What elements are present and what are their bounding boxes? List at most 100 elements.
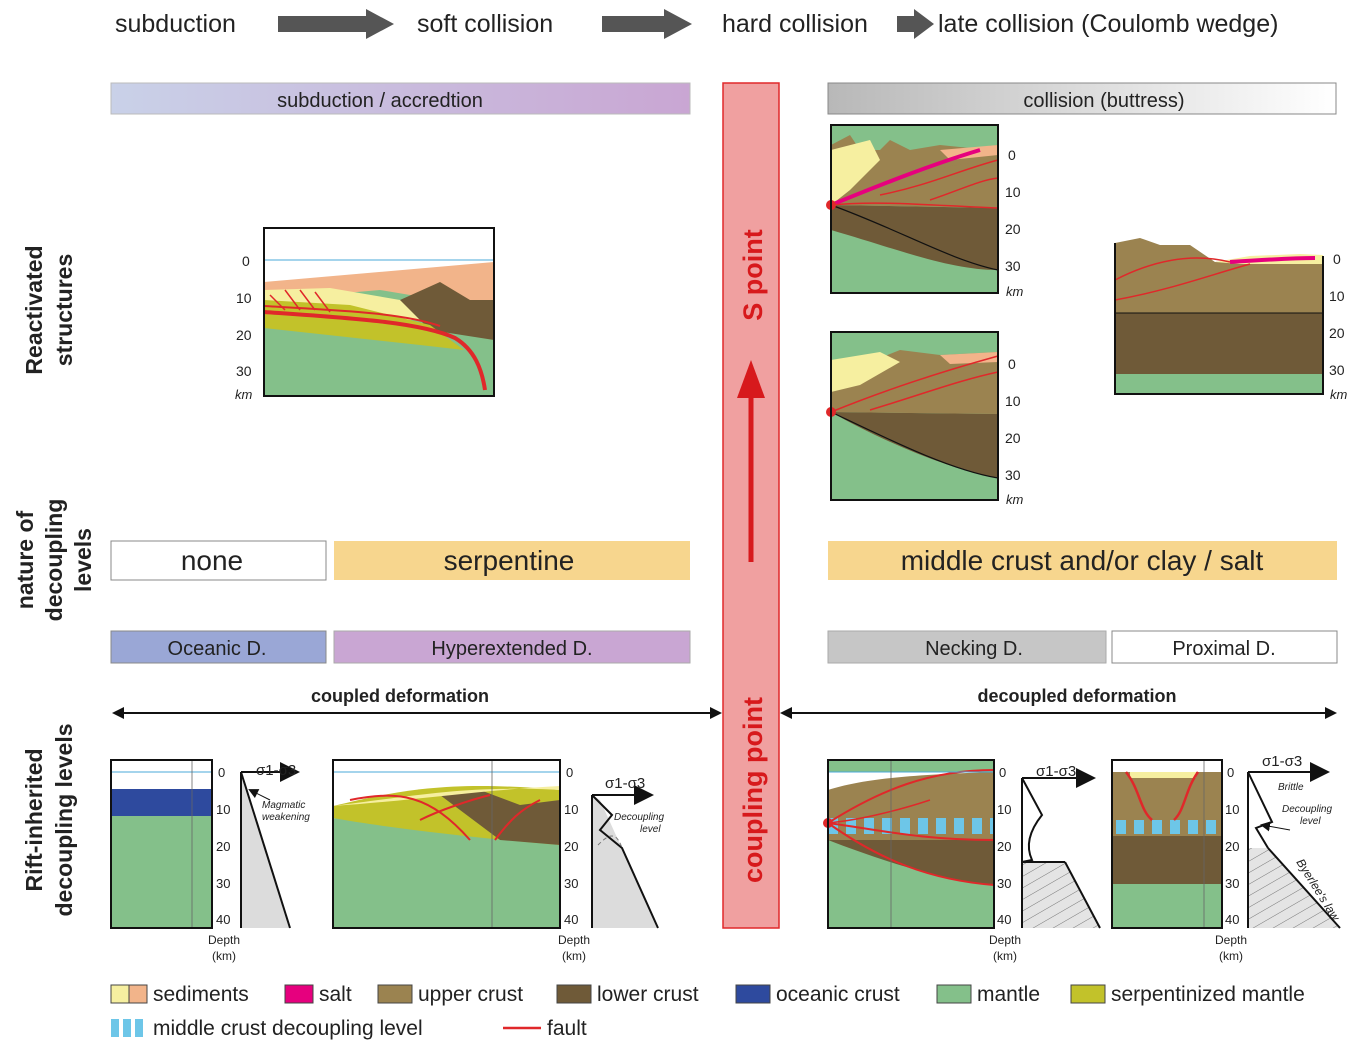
axis-oceanic: 0 10 20 30 40 Depth (km) σ1-σ3 Magmatic … xyxy=(208,762,310,963)
coupled-deformation-label: coupled deformation xyxy=(311,686,489,706)
middle-crust-bar xyxy=(828,541,1337,580)
svg-text:(km): (km) xyxy=(1219,949,1243,963)
svg-text:30: 30 xyxy=(216,876,230,891)
s-point-label: S point xyxy=(738,229,768,320)
stage-hard-collision: hard collision xyxy=(722,10,868,38)
svg-text:20: 20 xyxy=(1005,430,1021,446)
row-label-nature-3: levels xyxy=(70,528,96,592)
proximal-domain-label: Proximal D. xyxy=(1172,638,1275,660)
row-label-nature-2: decoupling xyxy=(41,499,67,622)
legend-swatch-sediments-2 xyxy=(128,984,148,1004)
arrowhead-icon xyxy=(780,707,792,719)
svg-text:40: 40 xyxy=(1225,912,1239,927)
oceanic-domain-bar xyxy=(110,630,327,664)
svg-text:σ1-σ3: σ1-σ3 xyxy=(1262,753,1302,770)
coupling-point-label: coupling point xyxy=(738,697,768,883)
svg-text:km: km xyxy=(1006,284,1024,299)
svg-text:Brittle: Brittle xyxy=(1278,782,1304,793)
necking-domain-label: Necking D. xyxy=(925,638,1023,660)
legend-swatch-salt xyxy=(284,984,314,1004)
svg-text:20: 20 xyxy=(564,839,578,854)
axis-late-collision: 0 10 20 30 km xyxy=(1329,251,1348,402)
svg-text:weakening: weakening xyxy=(262,812,310,823)
svg-text:Decoupling: Decoupling xyxy=(1282,804,1332,815)
svg-text:0: 0 xyxy=(242,253,250,269)
serpentine-bar xyxy=(334,541,690,580)
svg-text:40: 40 xyxy=(997,912,1011,927)
arrow-icon xyxy=(897,9,934,39)
legend: sediments salt upper crust lower crust o… xyxy=(110,983,1305,1040)
row-label-reactivated-2: structures xyxy=(51,254,77,366)
none-bar xyxy=(110,540,327,581)
s-point-arrowhead-icon xyxy=(737,360,765,398)
arrowhead-icon xyxy=(112,707,124,719)
panel-collision-2 xyxy=(826,331,999,501)
svg-text:30: 30 xyxy=(1005,467,1021,483)
arrow-icon xyxy=(278,9,394,39)
svg-text:σ1-σ3: σ1-σ3 xyxy=(605,775,645,792)
svg-text:10: 10 xyxy=(997,802,1011,817)
svg-text:10: 10 xyxy=(1329,288,1345,304)
panel-proximal-column xyxy=(1111,759,1341,929)
collision-bar-label: collision (buttress) xyxy=(1023,90,1184,112)
subduction-bar-label: subduction / accredtion xyxy=(277,90,483,112)
svg-text:10: 10 xyxy=(1225,802,1239,817)
svg-text:30: 30 xyxy=(997,876,1011,891)
svg-text:20: 20 xyxy=(216,839,230,854)
panel-hyperextended-column xyxy=(332,759,659,929)
svg-text:(km): (km) xyxy=(562,949,586,963)
svg-text:Magmatic: Magmatic xyxy=(262,800,305,811)
svg-text:0: 0 xyxy=(999,765,1006,780)
svg-text:level: level xyxy=(1300,816,1321,827)
svg-text:30: 30 xyxy=(1329,362,1345,378)
legend-swatch-middle-crust xyxy=(111,1019,119,1037)
collision-bar xyxy=(827,82,1337,115)
panel-collision-1 xyxy=(826,124,999,294)
svg-text:0: 0 xyxy=(566,765,573,780)
arrow-icon xyxy=(602,9,692,39)
axis-proximal: 0 10 20 30 40 Depth (km) σ1-σ3 Brittle D… xyxy=(1215,753,1343,963)
svg-text:10: 10 xyxy=(236,290,252,306)
legend-swatch-serpentinized xyxy=(1070,984,1106,1004)
axis-hyperextended: 0 10 20 30 40 Depth (km) σ1-σ3 Decouplin… xyxy=(558,765,664,963)
svg-text:30: 30 xyxy=(1005,258,1021,274)
svg-text:20: 20 xyxy=(1005,221,1021,237)
svg-text:Depth: Depth xyxy=(1215,933,1247,947)
arrowhead-icon xyxy=(710,707,722,719)
svg-text:10: 10 xyxy=(1005,393,1021,409)
panel-necking-column xyxy=(823,759,1101,929)
svg-text:Depth: Depth xyxy=(989,933,1021,947)
legend-middle-crust-level: middle crust decoupling level xyxy=(153,1017,423,1040)
none-bar-label: none xyxy=(181,545,243,576)
row-label-rift-2: decoupling levels xyxy=(51,724,77,917)
legend-lower-crust: lower crust xyxy=(597,983,699,1006)
legend-mantle: mantle xyxy=(977,983,1040,1006)
svg-text:Depth: Depth xyxy=(558,933,590,947)
legend-fault: fault xyxy=(547,1017,587,1040)
panel-late-collision xyxy=(1114,238,1324,395)
svg-text:(km): (km) xyxy=(993,949,1017,963)
svg-text:km: km xyxy=(1006,492,1024,507)
svg-text:km: km xyxy=(235,387,253,402)
hyperextended-domain-label: Hyperextended D. xyxy=(431,638,592,660)
svg-text:30: 30 xyxy=(564,876,578,891)
svg-text:10: 10 xyxy=(564,802,578,817)
svg-text:20: 20 xyxy=(997,839,1011,854)
oceanic-domain-label: Oceanic D. xyxy=(168,638,267,660)
svg-text:0: 0 xyxy=(1008,356,1016,372)
subduction-bar xyxy=(110,82,691,115)
legend-swatch-lower-crust xyxy=(556,984,592,1004)
svg-text:σ1-σ3: σ1-σ3 xyxy=(1036,763,1076,780)
stage-late-collision: late collision (Coulomb wedge) xyxy=(938,10,1278,38)
hyperextended-domain-bar xyxy=(333,630,691,664)
legend-oceanic-crust: oceanic crust xyxy=(776,983,900,1006)
svg-text:20: 20 xyxy=(236,327,252,343)
axis-necking: 0 10 20 30 40 Depth (km) σ1-σ3 xyxy=(989,763,1076,963)
svg-text:30: 30 xyxy=(236,363,252,379)
svg-text:(km): (km) xyxy=(212,949,236,963)
stage-subduction: subduction xyxy=(115,10,236,38)
panel-oceanic-column xyxy=(110,759,300,929)
svg-text:30: 30 xyxy=(1225,876,1239,891)
svg-text:Decoupling: Decoupling xyxy=(614,812,664,823)
